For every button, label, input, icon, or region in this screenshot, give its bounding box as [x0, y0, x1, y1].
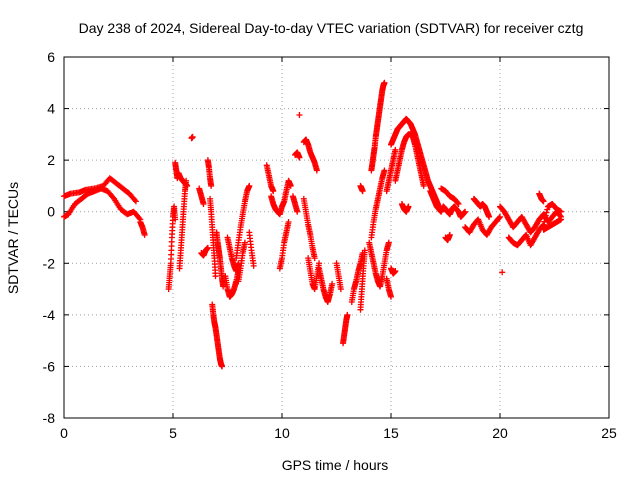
x-tick-label: 10: [274, 425, 290, 441]
data-point: [540, 198, 547, 205]
data-point: [250, 262, 257, 269]
data-point: [287, 182, 294, 189]
data-point: [344, 311, 351, 318]
data-point: [204, 244, 211, 251]
data-point: [539, 222, 546, 229]
data-point: [189, 133, 196, 140]
data-point: [246, 182, 253, 189]
data-point: [540, 221, 547, 228]
axis-ticks: 0 5 10 15 20 25 -8 -6 -4 -2 0 2 4 6: [43, 49, 617, 441]
data-point: [241, 239, 248, 246]
data-point: [131, 197, 138, 204]
data-point: [136, 215, 143, 222]
y-tick-label: 6: [47, 49, 55, 65]
data-point: [270, 188, 277, 195]
data-point: [420, 182, 427, 189]
data-point: [388, 293, 394, 300]
data-point: [208, 182, 215, 189]
x-tick-label: 25: [601, 425, 617, 441]
data-point: [359, 188, 366, 195]
data-point: [558, 216, 565, 223]
y-tick-label: 2: [47, 152, 55, 168]
data-point: [486, 213, 493, 220]
data-point: [110, 194, 117, 201]
data-point: [499, 269, 506, 276]
data-point: [361, 247, 368, 254]
data-point: [296, 154, 303, 161]
data-point: [212, 273, 219, 280]
data-point: [219, 363, 226, 370]
data-point: [454, 200, 461, 207]
data-point: [462, 208, 469, 215]
data-point: [329, 280, 336, 287]
data-point: [542, 215, 549, 222]
x-tick-label: 15: [383, 425, 399, 441]
plot-frame: [63, 56, 610, 419]
data-point: [558, 208, 565, 215]
y-tick-label: -4: [43, 307, 56, 323]
data-point: [311, 255, 318, 262]
data-point: [313, 167, 320, 174]
data-point: [455, 200, 462, 207]
data-point: [316, 260, 323, 267]
data-point: [285, 219, 292, 226]
data-point: [392, 268, 399, 275]
y-tick-label: -2: [43, 255, 56, 271]
data-point: [497, 213, 503, 220]
y-axis-label: SDTVAR / TECUs: [5, 182, 21, 294]
data-point: [141, 231, 148, 238]
data-point: [385, 239, 392, 246]
data-point: [381, 79, 388, 86]
data-point: [446, 231, 453, 238]
x-tick-label: 20: [492, 425, 508, 441]
data-point: [381, 167, 388, 174]
y-tick-label: -8: [43, 410, 56, 426]
y-tick-label: -6: [43, 358, 56, 374]
x-axis-label: GPS time / hours: [282, 457, 389, 473]
data-point: [542, 212, 549, 219]
data-point: [132, 198, 139, 205]
data-point: [337, 286, 344, 293]
data-point: [541, 218, 548, 225]
data-point: [200, 200, 207, 207]
data-points: [61, 79, 565, 370]
y-tick-label: 4: [47, 101, 55, 117]
y-tick-label: 0: [47, 204, 55, 220]
data-point: [496, 214, 503, 221]
data-point: [405, 203, 412, 210]
data-point: [172, 216, 179, 223]
x-tick-label: 5: [169, 425, 177, 441]
data-point: [392, 146, 399, 153]
data-point: [544, 206, 551, 213]
chart-title: Day 238 of 2024, Sidereal Day-to-day VTE…: [79, 20, 584, 36]
data-point: [183, 177, 190, 184]
x-tick-label: 0: [60, 425, 68, 441]
data-point: [294, 208, 301, 215]
data-point: [296, 112, 303, 119]
data-point: [543, 209, 550, 216]
